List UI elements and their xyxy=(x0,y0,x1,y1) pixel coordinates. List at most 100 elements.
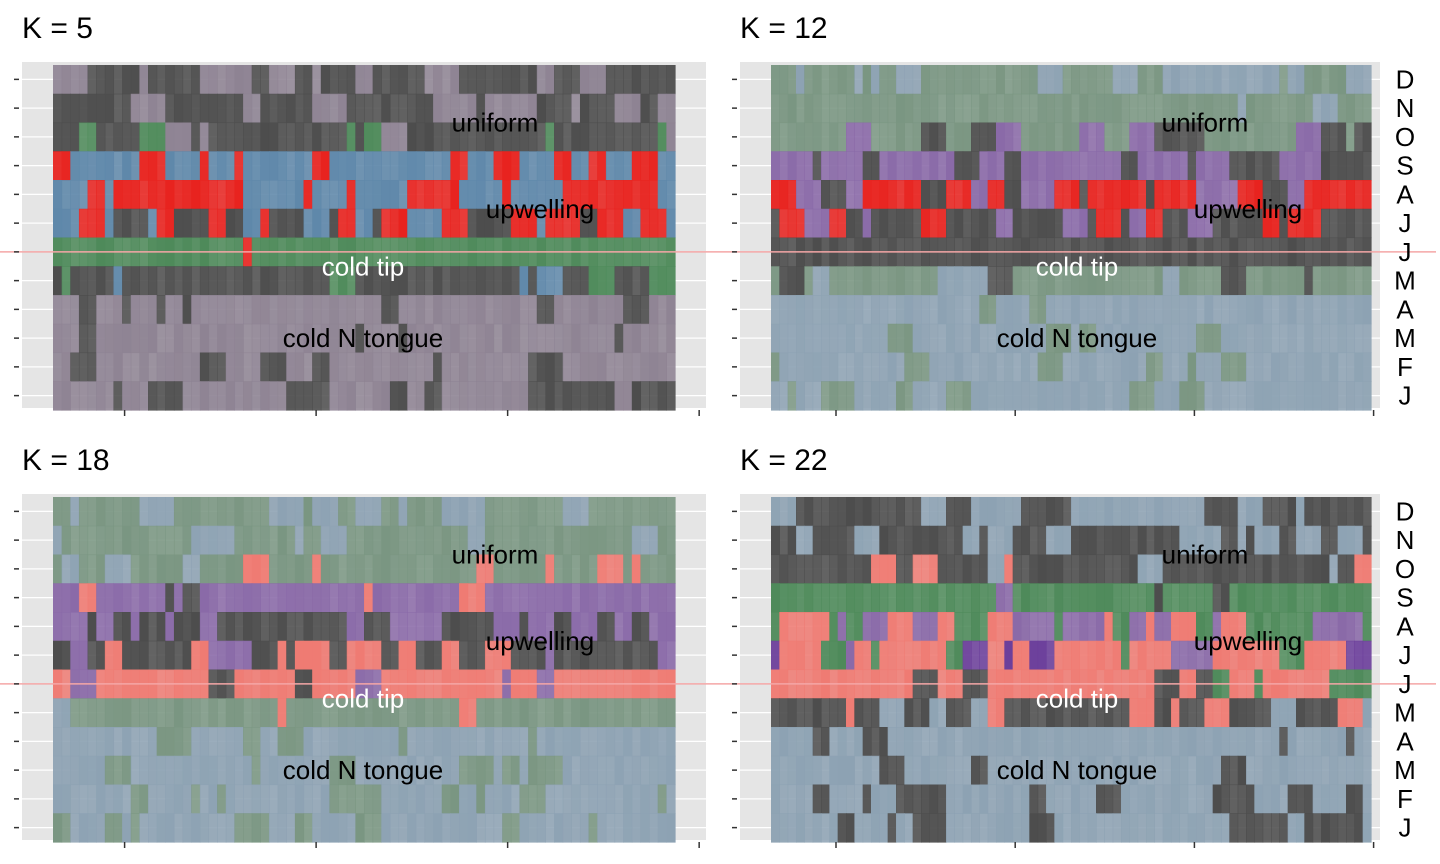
heatmap-cell xyxy=(251,295,261,325)
heatmap-cell xyxy=(528,583,538,613)
heatmap-cell xyxy=(879,583,889,613)
heatmap-cell xyxy=(1021,352,1030,382)
heatmap-cell xyxy=(821,554,830,584)
heatmap-cell xyxy=(381,755,391,786)
heatmap-cell xyxy=(364,554,374,584)
heatmap-cell xyxy=(122,208,132,239)
heatmap-cell xyxy=(837,65,847,95)
heatmap-cell xyxy=(1079,295,1089,325)
heatmap-cell xyxy=(904,497,914,527)
heatmap-cell xyxy=(796,180,805,210)
heatmap-cell xyxy=(1354,583,1364,613)
heatmap-cell xyxy=(96,122,106,152)
heatmap-cell xyxy=(346,784,356,814)
heatmap-cell xyxy=(1237,727,1247,757)
heatmap-cell xyxy=(1221,698,1230,728)
heatmap-cell xyxy=(251,755,261,786)
heatmap-cell xyxy=(1279,323,1289,354)
heatmap-cell xyxy=(173,755,184,786)
heatmap-cell xyxy=(1029,784,1039,814)
heatmap-cell xyxy=(1296,583,1305,613)
heatmap-cell xyxy=(937,698,947,728)
heatmap-cell xyxy=(614,525,624,556)
heatmap-cell xyxy=(929,784,939,814)
heatmap-cell xyxy=(837,755,847,786)
heatmap-cell xyxy=(987,727,997,757)
heatmap-cell xyxy=(1171,65,1180,95)
heatmap-cell xyxy=(1062,381,1072,411)
month-label: S xyxy=(1396,151,1413,181)
heatmap-cell xyxy=(441,813,451,843)
heatmap-cell xyxy=(104,180,115,210)
heatmap-cell xyxy=(597,813,607,843)
heatmap-cell xyxy=(415,813,426,843)
heatmap-cell xyxy=(1246,497,1255,527)
heatmap-cell xyxy=(854,323,864,354)
heatmap-cell xyxy=(1279,554,1289,584)
month-label: A xyxy=(1396,726,1414,756)
heatmap-cell xyxy=(1037,180,1047,210)
heatmap-cell xyxy=(779,323,789,354)
heatmap-cell xyxy=(217,208,227,239)
heatmap-cell xyxy=(441,583,451,613)
heatmap-cell xyxy=(493,813,503,843)
heatmap-cell xyxy=(1087,208,1097,239)
heatmap-cell xyxy=(476,65,486,95)
heatmap-cell xyxy=(812,583,822,613)
heatmap-cell xyxy=(312,65,322,95)
heatmap-cell xyxy=(398,497,408,527)
heatmap-cell xyxy=(208,640,218,671)
heatmap-cell xyxy=(796,208,805,239)
heatmap-cell xyxy=(1104,295,1114,325)
heatmap-cell xyxy=(640,612,650,642)
heatmap-cell xyxy=(122,698,132,728)
heatmap-cell xyxy=(640,727,650,757)
heatmap-cell xyxy=(355,525,365,556)
heatmap-cell xyxy=(821,266,830,296)
heatmap-cell xyxy=(398,554,408,584)
heatmap-cell xyxy=(528,180,538,210)
heatmap-cell xyxy=(640,813,650,843)
heatmap-cell xyxy=(1096,640,1105,671)
heatmap-cell xyxy=(208,784,218,814)
heatmap-cell xyxy=(1129,65,1139,95)
heatmap-cell xyxy=(1054,554,1064,584)
heatmap-cell xyxy=(329,295,339,325)
heatmap-cell xyxy=(1346,497,1355,527)
heatmap-cell xyxy=(338,784,348,814)
heatmap-cell xyxy=(614,698,624,728)
heatmap-cell xyxy=(946,180,955,210)
heatmap-cell xyxy=(415,122,426,152)
heatmap-cell xyxy=(879,784,889,814)
heatmap-cell xyxy=(946,698,955,728)
heatmap-cell xyxy=(199,612,210,642)
heatmap-cell xyxy=(579,122,590,152)
heatmap-cell xyxy=(1337,208,1347,239)
heatmap-cell xyxy=(1179,813,1189,843)
heatmap-cell xyxy=(1237,525,1247,556)
heatmap-cell xyxy=(122,612,132,642)
heatmap-cell xyxy=(294,93,305,124)
heatmap-cell xyxy=(1346,727,1355,757)
heatmap-cell xyxy=(502,323,512,354)
heatmap-cell xyxy=(871,266,880,296)
heatmap-cell xyxy=(1029,698,1039,728)
heatmap-cell xyxy=(148,640,158,671)
heatmap-cell xyxy=(372,180,382,210)
heatmap-cell xyxy=(381,180,391,210)
heatmap-cell xyxy=(771,323,780,354)
heatmap-cell xyxy=(979,698,989,728)
heatmap-cell xyxy=(208,180,218,210)
heatmap-cell xyxy=(1021,497,1030,527)
heatmap-cell xyxy=(1196,640,1205,671)
heatmap-cell xyxy=(1296,352,1305,382)
heatmap-cell xyxy=(804,352,814,382)
heatmap-cell xyxy=(1029,352,1039,382)
heatmap-cell xyxy=(771,65,780,95)
heatmap-cell xyxy=(1212,65,1222,95)
heatmap-cell xyxy=(415,65,426,95)
heatmap-cell xyxy=(407,180,417,210)
heatmap-cell xyxy=(87,698,97,728)
heatmap-cell xyxy=(779,208,789,239)
heatmap-cell xyxy=(1087,698,1097,728)
